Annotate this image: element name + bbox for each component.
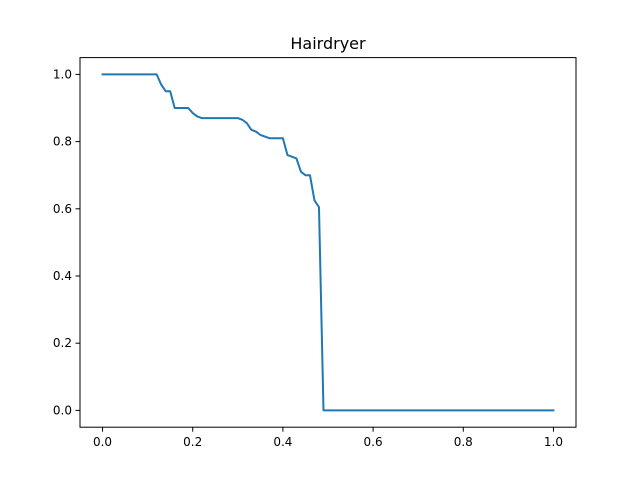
chart-title: Hairdryer (290, 34, 366, 53)
series-layer (101, 73, 555, 412)
x-tick-label: 0.2 (183, 435, 202, 449)
x-tick-label: 1.0 (544, 435, 563, 449)
series-line-0 (101, 73, 555, 412)
y-tick-label: 0.8 (53, 135, 72, 149)
x-tick-label: 0.0 (93, 435, 112, 449)
x-tick-label: 0.4 (273, 435, 292, 449)
plot-frame (79, 57, 577, 428)
y-tick-label: 0.6 (53, 202, 72, 216)
x-tick-label: 0.6 (364, 435, 383, 449)
y-tick-label: 0.2 (53, 336, 72, 350)
y-tick-label: 0.4 (53, 269, 72, 283)
y-tick-label: 1.0 (53, 67, 72, 81)
y-tick-label: 0.0 (53, 403, 72, 417)
x-tick-label: 0.8 (454, 435, 473, 449)
ticks-layer: 0.0 0.2 0.4 0.6 0.8 1.0 0.0 0.2 0.4 0.6 0.8 1.0 (53, 67, 563, 449)
